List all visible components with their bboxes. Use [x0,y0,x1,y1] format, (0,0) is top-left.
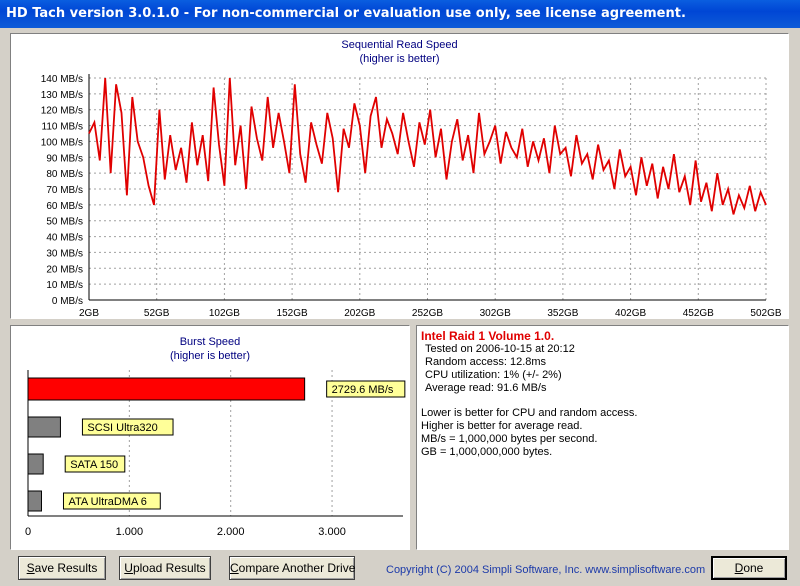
sequential-read-line [88,77,767,215]
note-line: GB = 1,000,000,000 bytes. [421,446,553,458]
note-line: Lower is better for CPU and random acces… [421,407,638,419]
y-tick-label: 50 MB/s [46,217,83,228]
drive-info-panel: Intel Raid 1 Volume 1.0. Tested on 2006-… [416,325,789,550]
x-tick-label: 302GB [480,308,511,318]
window-title: HD Tach version 3.0.1.0 - For non-commer… [6,6,686,21]
tested-date: Tested on 2006-10-15 at 20:12 [425,343,575,355]
x-tick-label: 2GB [79,308,99,318]
compare-another-drive-button[interactable]: Compare Another Drive [229,556,355,580]
compare-label: ompare Another Drive [238,561,356,575]
burst-bar-label-box [62,492,161,510]
drive-name: Intel Raid 1 Volume 1.0. [421,329,555,343]
done-label: one [743,561,764,575]
burst-tick-label: 3.000 [318,526,346,538]
burst-bar-label: SCSI Ultra320 [87,422,157,434]
y-tick-label: 90 MB/s [46,153,83,164]
y-tick-label: 10 MB/s [46,280,83,291]
note-line: Higher is better for average read. [421,420,583,432]
save-label: ave Results [34,561,98,575]
save-results-button[interactable]: Save Results [18,556,106,580]
y-tick-label: 100 MB/s [41,137,83,148]
y-tick-label: 140 MB/s [41,74,83,85]
y-tick-label: 30 MB/s [46,248,83,259]
burst-bar [27,453,44,475]
y-tick-label: 20 MB/s [46,264,83,275]
compare-accel: C [230,561,239,575]
x-tick-label: 52GB [144,308,170,318]
random-access-value: Random access: 12.8ms [425,356,547,368]
cpu-utilization-value: CPU utilization: 1% (+/- 2%) [425,369,562,381]
average-read-value: Average read: 91.6 MB/s [425,382,547,394]
x-tick-label: 452GB [683,308,714,318]
upload-label: pload Results [132,561,206,575]
burst-tick-label: 1.000 [116,526,144,538]
y-tick-label: 40 MB/s [46,233,83,244]
burst-tick-label: 2.000 [217,526,245,538]
x-tick-label: 502GB [750,308,781,318]
burst-chart-subtitle: (higher is better) [169,350,251,362]
burst-speed-panel: Burst Speed (higher is better) 0 1.000 2.0… [10,325,410,550]
window-title-bar: HD Tach version 3.0.1.0 - For non-commer… [0,0,800,28]
sequential-read-chart: 0 MB/s 10 MB/s 20 MB/s 30 MB/s 40 MB/s 50 MB/… [41,74,782,318]
save-accel: S [26,561,35,575]
burst-bar [27,377,306,401]
burst-bar-label-box [81,418,174,436]
x-tick-label: 252GB [412,308,443,318]
burst-bar-label-box [64,455,126,473]
burst-bar-label: SATA 150 [70,459,118,471]
y-tick-label: 60 MB/s [46,201,83,212]
upload-results-button[interactable]: Upload Results [119,556,211,580]
seq-chart-title: Sequential Read Speed [341,39,458,51]
y-tick-label: 70 MB/s [46,185,83,196]
done-accel: D [734,561,744,575]
x-tick-label: 402GB [615,308,646,318]
x-tick-label: 102GB [209,308,240,318]
x-tick-label: 152GB [277,308,308,318]
y-tick-label: 0 MB/s [52,296,83,307]
burst-speed-chart: 0 1.000 2.000 3.000 2729.6 MB/s SCSI Ultra320… [25,370,406,538]
y-tick-label: 110 MB/s [42,122,84,133]
seq-chart-subtitle: (higher is better) [359,53,440,65]
y-tick-label: 120 MB/s [41,106,83,117]
sequential-read-panel: Sequential Read Speed (higher is better)… [10,33,789,319]
y-tick-label: 80 MB/s [46,169,83,180]
note-line: MB/s = 1,000,000 bytes per second. [421,433,598,445]
x-tick-label: 202GB [344,308,375,318]
burst-bar [27,416,61,438]
copyright-text: Copyright (C) 2004 Simpli Software, Inc.… [386,564,706,576]
done-button[interactable]: Done [711,556,787,580]
burst-bar [27,490,42,512]
burst-bar-label-box [326,380,406,398]
x-tick-label: 352GB [547,308,578,318]
burst-tick-label: 0 [25,526,31,538]
burst-bar-label: 2729.6 MB/s [332,384,394,396]
y-tick-label: 130 MB/s [41,90,83,101]
burst-chart-title: Burst Speed [179,336,241,348]
burst-bar-label: ATA UltraDMA 6 [68,496,146,508]
upload-accel: U [124,561,133,575]
